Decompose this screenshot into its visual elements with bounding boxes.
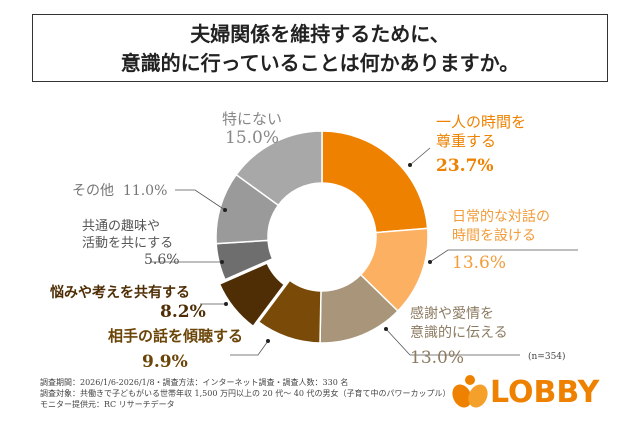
title-line-2: 意識的に行っていることは何かありますか。 (120, 51, 520, 75)
label-text: 感謝や愛情を (410, 306, 494, 322)
leader-line (230, 340, 269, 356)
label-slice-3: 相手の話を傾聴する 9.9% (108, 327, 243, 372)
label-text: 特にない (222, 110, 283, 128)
sample-size: (n=354) (528, 352, 566, 362)
leader-line (385, 328, 520, 356)
label-text: 時間を設ける (452, 228, 536, 244)
donut-slice-3 (257, 279, 322, 344)
value-label: 13.0% (410, 348, 465, 368)
label-slice-7: 特にない 15.0% (222, 110, 282, 148)
label-text: 共通の趣味や (82, 219, 161, 234)
note-line: 調査対象：共働きで子どもがいる世帯年収 1,500 万円以上の 20 代～ 40… (40, 389, 451, 398)
title-line-1: 夫婦関係を維持するために、 (190, 22, 450, 46)
value-label: 13.6% (452, 253, 507, 273)
label-text: 活動を共にする (82, 236, 174, 251)
label-text: 悩みや考えを共有する (50, 285, 190, 301)
label-text: 日常的な対話の (452, 209, 550, 225)
leader-line (175, 189, 226, 211)
leader-dot (384, 327, 388, 331)
label-text: 意識的に伝える (410, 325, 508, 341)
label-slice-2: 感謝や愛情を 意識的に伝える 13.0% (410, 305, 508, 368)
label-slice-0: 一人の時間を 尊重する 23.7% (436, 113, 526, 176)
leader-dot (266, 339, 270, 343)
leader-dot (224, 302, 228, 306)
leaf-icon (452, 375, 488, 408)
note-line: 調査期間：2026/1/6-2026/1/8・調査方法：インターネット調査・調査… (40, 378, 349, 387)
donut-slice-7 (235, 130, 323, 207)
donut-slice-4 (218, 262, 286, 328)
note-line: モニター提供元：RC リサーチデータ (40, 400, 175, 409)
label-slice-4: 悩みや考えを共有する 8.2% (50, 284, 206, 322)
label-slice-5: 共通の趣味や 活動を共にする 5.6% (82, 218, 180, 269)
value-label: 9.9% (142, 352, 188, 372)
value-label: 8.2% (160, 302, 206, 322)
label-slice-1: 日常的な対話の 時間を設ける 13.6% (452, 208, 550, 273)
value-label: 15.0% (225, 128, 280, 148)
label-text: 相手の話を傾聴する (108, 327, 244, 345)
leader-dot (220, 260, 224, 264)
chart-title: 夫婦関係を維持するために、 意識的に行っていることは何かありますか。 (32, 14, 608, 82)
value-label: 11.0% (122, 183, 168, 199)
leader-dot (428, 260, 432, 264)
logo-text: LOBBY (490, 374, 600, 410)
survey-notes: 調査期間：2026/1/6-2026/1/8・調査方法：インターネット調査・調査… (40, 377, 451, 410)
label-slice-6: その他 11.0% (72, 182, 167, 201)
label-text: 一人の時間を (436, 113, 527, 131)
leader-line (429, 249, 578, 263)
leader-dot (408, 163, 412, 167)
leader-line (409, 147, 431, 166)
donut-slice-0 (321, 130, 429, 234)
value-label: 5.6% (144, 252, 180, 268)
value-label: 23.7% (436, 156, 494, 176)
leader-dot (223, 208, 227, 212)
label-text: その他 (72, 183, 114, 199)
label-text: 尊重する (436, 132, 497, 150)
lobby-logo: LOBBY (450, 372, 599, 412)
